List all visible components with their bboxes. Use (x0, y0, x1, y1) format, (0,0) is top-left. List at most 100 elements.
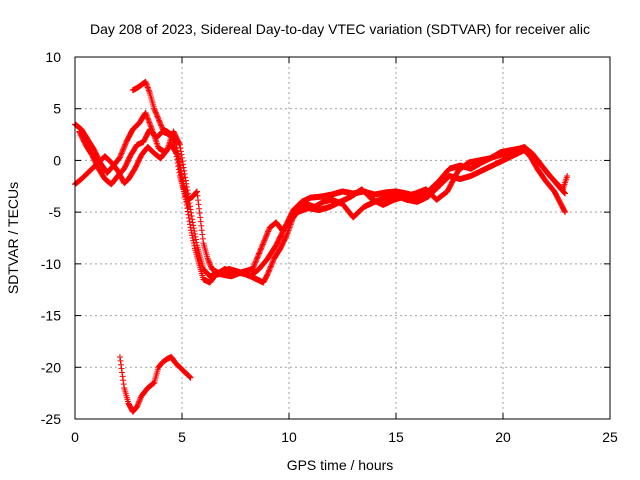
data-point (120, 381, 127, 388)
data-point (257, 246, 264, 253)
data-point (118, 365, 125, 372)
data-point (145, 116, 152, 123)
data-point (155, 117, 162, 124)
data-point (190, 222, 197, 229)
data-point (198, 227, 205, 234)
data-point (206, 259, 213, 266)
data-point (121, 143, 128, 150)
y-tick-label: -10 (41, 256, 61, 272)
data-point (283, 231, 290, 238)
data-point (190, 225, 197, 232)
data-point (260, 240, 267, 247)
data-point (119, 147, 126, 154)
data-point (175, 166, 182, 173)
data-point (182, 177, 189, 184)
y-tick-label: -20 (41, 359, 61, 375)
data-point (172, 147, 179, 154)
data-point (187, 374, 194, 381)
data-point (136, 398, 143, 405)
data-point (250, 264, 257, 271)
data-point (156, 118, 163, 125)
data-point (152, 108, 159, 115)
data-point (120, 377, 127, 384)
data-point (195, 197, 202, 204)
data-point (253, 255, 260, 262)
data-point (177, 148, 184, 155)
data-point (180, 161, 187, 168)
data-point (562, 209, 569, 216)
data-point (265, 228, 272, 235)
data-point (136, 397, 143, 404)
data-point (261, 237, 268, 244)
data-point (285, 227, 292, 234)
data-point (146, 88, 153, 95)
data-point (561, 208, 568, 215)
data-point (178, 151, 185, 158)
data-point (189, 216, 196, 223)
data-point (197, 218, 204, 225)
y-tick-label: -15 (41, 308, 61, 324)
data-point (192, 236, 199, 243)
data-point (249, 266, 256, 273)
series-track-e (116, 353, 194, 415)
series-track-c (76, 126, 571, 280)
data-point (175, 163, 182, 170)
y-tick-label: 10 (45, 49, 61, 65)
data-point (144, 113, 151, 120)
data-point (251, 262, 258, 269)
data-point (144, 84, 151, 91)
data-point (264, 271, 271, 278)
data-point (269, 259, 276, 266)
data-point (154, 114, 161, 121)
data-point (179, 154, 185, 161)
data-point (258, 245, 265, 252)
data-point (122, 141, 129, 148)
data-point (137, 395, 144, 402)
data-point (265, 268, 272, 275)
data-point (134, 402, 141, 409)
data-point (143, 111, 150, 118)
data-point (116, 353, 123, 360)
plot-border (74, 56, 611, 420)
data-point (193, 189, 200, 196)
data-point (146, 119, 153, 126)
data-point (262, 233, 269, 240)
data-point (262, 235, 269, 241)
data-point (151, 105, 158, 112)
data-point (266, 266, 273, 273)
data-point (153, 110, 160, 117)
data-point (193, 239, 200, 246)
data-point (187, 374, 194, 381)
data-point (142, 109, 149, 116)
data-point (259, 241, 266, 248)
x-tick-label: 10 (281, 429, 297, 445)
data-point (254, 254, 261, 261)
data-point (194, 192, 201, 199)
data-point (560, 189, 567, 196)
data-point (142, 78, 149, 85)
data-point (260, 238, 267, 245)
data-point (564, 172, 571, 179)
data-point (117, 357, 124, 364)
axes-ticks: 0 5 10 15 20 25 -25 -20 -15 -10 -5 0 5 10 (41, 49, 618, 445)
data-point (562, 190, 569, 197)
data-point (158, 122, 165, 129)
data-point (153, 112, 160, 119)
data-point (120, 145, 127, 152)
data-point (283, 233, 290, 240)
y-axis-label: SDTVAR / TECUs (5, 182, 21, 294)
data-point (151, 107, 158, 114)
data-point (197, 214, 204, 221)
data-point (199, 235, 206, 242)
data-point (198, 222, 205, 229)
data-point (176, 140, 183, 147)
data-point (252, 259, 259, 266)
data-point (144, 115, 151, 122)
data-point (204, 255, 211, 262)
data-point (174, 156, 181, 163)
y-tick-label: 0 (53, 152, 61, 168)
data-point (261, 236, 268, 243)
y-tick-label: -5 (49, 204, 62, 220)
data-point (180, 164, 187, 171)
